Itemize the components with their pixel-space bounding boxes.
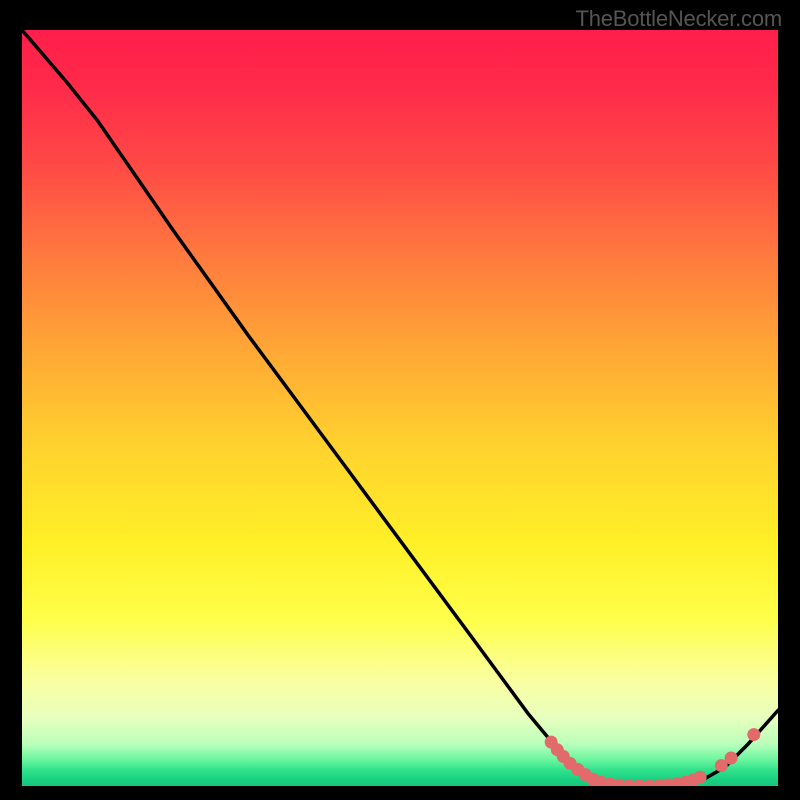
marker-dot (694, 771, 707, 784)
gradient-rect (22, 30, 778, 786)
marker-dot (747, 728, 760, 741)
marker-dot (725, 752, 738, 765)
chart-container: TheBottleNecker.com (0, 0, 800, 800)
chart-svg (22, 30, 778, 786)
plot-area (22, 30, 778, 786)
watermark-text: TheBottleNecker.com (575, 6, 782, 32)
